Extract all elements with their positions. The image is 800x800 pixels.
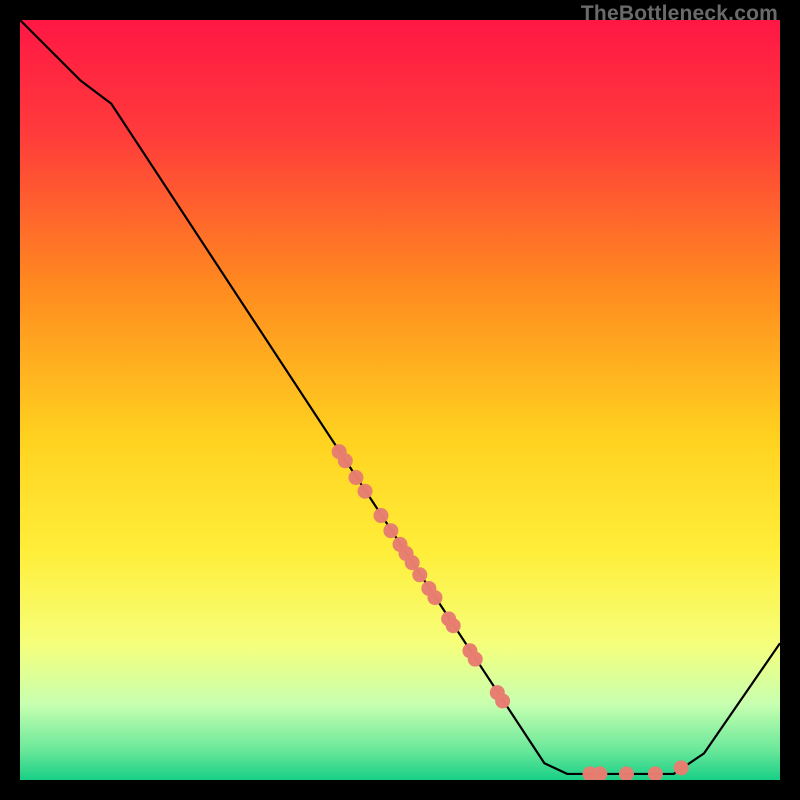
data-marker: [383, 523, 398, 538]
marker-cluster-bottom: [583, 760, 689, 780]
data-marker: [446, 618, 461, 633]
data-marker: [358, 484, 373, 499]
data-marker: [495, 693, 510, 708]
chart-overlay: [20, 20, 780, 780]
data-marker: [427, 590, 442, 605]
data-marker: [674, 760, 689, 775]
data-marker: [468, 652, 483, 667]
data-marker: [619, 766, 634, 780]
data-marker: [648, 766, 663, 780]
bottleneck-curve: [20, 20, 780, 774]
data-marker: [338, 453, 353, 468]
plot-area: [20, 20, 780, 780]
data-marker: [348, 470, 363, 485]
chart-container: TheBottleneck.com: [0, 0, 800, 800]
data-marker: [412, 567, 427, 582]
watermark-text: TheBottleneck.com: [581, 2, 778, 26]
data-marker: [374, 508, 389, 523]
